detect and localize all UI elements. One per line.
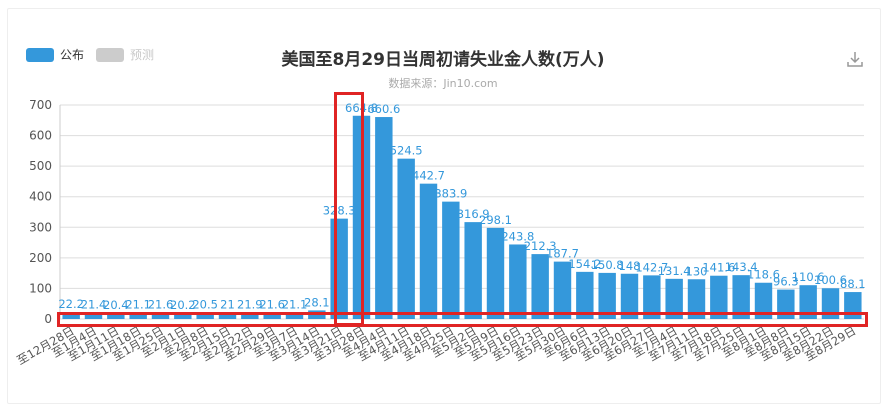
y-tick-label: 400 (29, 190, 52, 204)
data-label: 21.6 (148, 297, 174, 311)
y-tick-label: 100 (29, 281, 52, 295)
bar (754, 282, 773, 319)
data-label: 154.2 (568, 257, 601, 271)
bar (285, 312, 304, 319)
bar (464, 222, 482, 319)
bar (218, 312, 237, 319)
data-label: 316.9 (457, 207, 490, 221)
bar (821, 288, 840, 319)
bar (241, 312, 259, 319)
data-label: 212.3 (524, 239, 557, 253)
bar (643, 275, 661, 319)
legend-swatch-forecast (96, 47, 125, 62)
data-label: 131.4 (658, 264, 691, 278)
data-label: 148 (619, 259, 641, 273)
highlight-box-baseline (57, 312, 868, 327)
legend: 公布 预测 (26, 46, 154, 63)
data-label: 21.1 (125, 298, 151, 312)
download-icon[interactable] (846, 50, 864, 68)
data-label: 142.7 (635, 260, 668, 274)
bar (84, 312, 103, 319)
data-label: 660.6 (367, 102, 400, 116)
data-label: 21.9 (237, 297, 263, 311)
data-label: 20.4 (103, 298, 129, 312)
legend-item-forecast[interactable]: 预测 (96, 46, 154, 63)
legend-label-published: 公布 (60, 48, 85, 62)
data-label: 21 (220, 298, 235, 312)
highlight-box-peak (334, 92, 364, 326)
bar (710, 275, 728, 319)
bar (598, 272, 616, 319)
data-label: 141.6 (702, 261, 735, 275)
legend-item-published[interactable]: 公布 (26, 46, 84, 63)
bar (174, 312, 192, 319)
bar (263, 312, 281, 319)
bar (553, 261, 572, 319)
bar (777, 289, 795, 319)
data-label: 20.5 (192, 298, 218, 312)
data-label: 21.1 (282, 298, 308, 312)
data-label: 187.7 (546, 247, 579, 261)
data-label: 130 (686, 264, 708, 278)
data-label: 524.5 (390, 144, 423, 158)
data-label: 88.1 (840, 277, 866, 291)
legend-swatch-published (26, 47, 54, 62)
data-label: 328.3 (323, 204, 356, 218)
y-tick-label: 300 (29, 220, 52, 234)
data-label: 100.6 (814, 273, 847, 287)
bar (107, 312, 125, 319)
data-label: 143.4 (725, 260, 758, 274)
data-label: 96.3 (773, 275, 799, 289)
chart-subtitle: 数据来源：Jin10.com (388, 77, 498, 90)
bar (531, 254, 549, 319)
bar (687, 279, 706, 319)
bar (486, 227, 505, 319)
bar (397, 158, 415, 319)
legend-label-forecast: 预测 (130, 48, 155, 62)
data-label: 118.6 (747, 268, 780, 282)
data-label: 243.8 (501, 229, 534, 243)
bar (799, 285, 817, 319)
data-label: 150.8 (591, 258, 624, 272)
bar (509, 244, 527, 319)
bar (620, 273, 639, 319)
bar (62, 312, 80, 319)
data-label: 383.9 (434, 187, 467, 201)
bar (151, 312, 170, 319)
y-tick-label: 0 (44, 312, 52, 326)
bar (419, 183, 438, 319)
y-tick-label: 700 (29, 98, 52, 112)
bar (665, 278, 683, 319)
data-label: 22.2 (58, 297, 84, 311)
y-tick-label: 600 (29, 129, 52, 143)
bar (196, 312, 214, 319)
bar (442, 201, 460, 319)
data-label: 110.6 (792, 270, 825, 284)
y-tick-label: 200 (29, 251, 52, 265)
data-label: 20.2 (170, 298, 196, 312)
data-label: 28.1 (304, 295, 330, 309)
bar (732, 275, 750, 319)
data-label: 21.4 (81, 297, 107, 311)
data-label: 442.7 (412, 169, 445, 183)
data-label: 21.6 (259, 297, 285, 311)
bar (129, 312, 147, 319)
bar (576, 271, 594, 319)
y-tick-label: 500 (29, 159, 52, 173)
data-label: 298.1 (479, 213, 512, 227)
bar (375, 117, 393, 320)
chart-title: 美国至8月29日当周初请失业金人数(万人) (281, 50, 605, 70)
